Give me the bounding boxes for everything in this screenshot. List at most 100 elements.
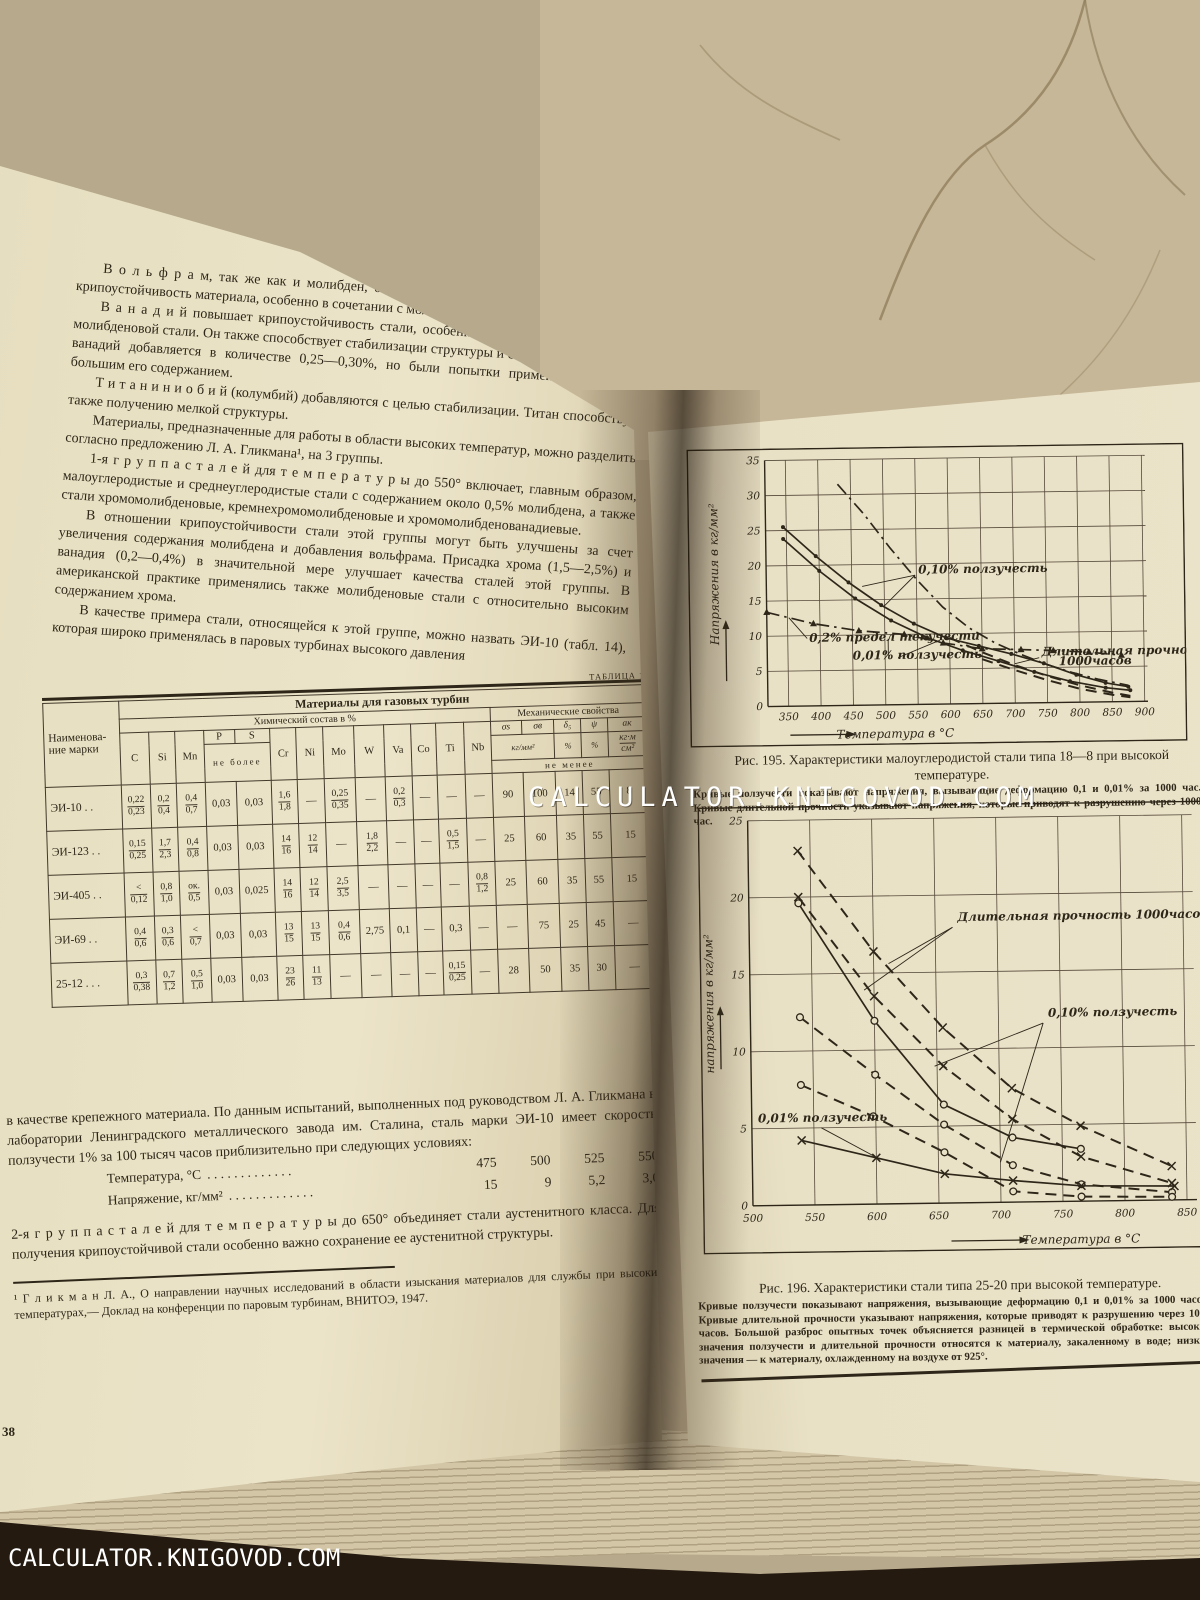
value-cell: 0,4 0,7: [176, 781, 207, 827]
value-cell: —: [470, 948, 499, 994]
col-header-Ti: Ti: [435, 721, 466, 775]
watermark-center: CALCULATOR.KNIGOVOD.COM: [528, 782, 1040, 813]
value-cell: 14 16: [273, 866, 302, 912]
value-cell: 0,3: [440, 905, 471, 951]
grade-name: ЭИ-123 . .: [46, 828, 124, 875]
value-cell: 0,03: [209, 912, 242, 958]
value-cell: —: [465, 772, 494, 818]
value-cell: 2,5 3,5: [326, 865, 359, 911]
value-cell: 0,3 0,38: [126, 959, 157, 1005]
value-cell: —: [439, 861, 470, 907]
col-header-Nb: Nb: [463, 720, 493, 774]
value-cell: 0,03: [241, 955, 278, 1001]
footnote: ¹ Г л и к м а н Л. А., О направлении нау…: [13, 1264, 664, 1322]
col-header-mech: σв: [521, 718, 555, 734]
unit-percent: %: [554, 732, 582, 758]
value-cell: —: [436, 773, 467, 819]
value-cell: 60: [525, 858, 560, 904]
value-cell: ок. 0,5: [179, 869, 210, 915]
value-cell: 0,7 1,2: [155, 958, 184, 1004]
value-cell: 55: [584, 857, 613, 903]
value-cell: 0,8 1,2: [468, 860, 497, 906]
unit-percent: %: [580, 731, 609, 758]
value-cell: <0,12: [123, 871, 154, 917]
value-cell: —: [325, 821, 358, 867]
value-cell: 0,1: [389, 907, 418, 953]
value-cell: 0,22 0,23: [121, 783, 152, 829]
value-cell: 55: [583, 813, 612, 859]
col-header-Cr: Cr: [269, 727, 298, 780]
col-header-Mo: Mo: [322, 725, 355, 779]
value-cell: 0,03: [210, 956, 243, 1002]
value-cell: 0,25 0,35: [323, 777, 357, 823]
watermark-bottom: CALCULATOR.KNIGOVOD.COM: [8, 1544, 341, 1572]
value-cell: 13 15: [301, 910, 330, 955]
value-cell: —: [357, 864, 390, 910]
value-cell: 35: [561, 945, 590, 991]
page-number: 38: [2, 1424, 15, 1439]
value-cell: —: [496, 903, 529, 949]
value-cell: 28: [497, 947, 530, 993]
value-cell: 15: [610, 811, 651, 858]
value-cell: —: [416, 906, 443, 952]
value-cell: 12 14: [300, 866, 329, 911]
col-header-Mn: Mn: [174, 729, 206, 783]
value-cell: —: [413, 818, 440, 864]
grade-name: ЭИ-405 . .: [48, 872, 126, 919]
value-cell: 0,025: [238, 867, 275, 913]
grade-name: ЭИ-69 . .: [49, 916, 127, 963]
value-cell: 0,5 1,0: [181, 957, 213, 1003]
value-cell: 0,03: [235, 779, 273, 825]
condition-label: Напряжение, кг/мм²: [107, 1188, 224, 1208]
value-cell: 0,4 0,6: [328, 909, 361, 955]
subheader-not-more: не более: [203, 741, 271, 782]
value-cell: 12 14: [298, 822, 327, 867]
value-cell: 1,7 2,3: [151, 826, 180, 872]
value-cell: 75: [526, 902, 562, 948]
value-cell: 0,2 0,4: [149, 782, 178, 828]
value-cell: —: [414, 862, 441, 908]
col-header-mech: aк: [607, 716, 647, 732]
value-cell: <0,7: [180, 913, 211, 959]
value-cell: 35: [558, 858, 587, 903]
marble-wall: [540, 0, 1200, 460]
col-header-C: C: [119, 731, 150, 785]
col-header-grade-name: Наименова- ние марки: [42, 700, 122, 787]
value-cell: 30: [587, 945, 616, 990]
left-page-lower-text: в качестве крепежного материала. По данн…: [6, 1085, 664, 1323]
value-cell: —: [297, 778, 326, 823]
value-cell: —: [417, 950, 444, 996]
value-cell: 13 15: [274, 910, 303, 956]
col-header-Ni: Ni: [295, 726, 324, 780]
value-cell: 45: [586, 901, 615, 946]
materials-table-grid: Наименова- ние марки Материалы для газовы…: [42, 683, 656, 1008]
col-header-mech: δ₅: [553, 718, 581, 733]
value-cell: —: [354, 776, 387, 822]
value-cell: —: [390, 951, 420, 997]
value-cell: 0,4 0,8: [177, 825, 208, 871]
value-cell: 25: [493, 815, 526, 861]
col-header-Va: Va: [383, 723, 413, 777]
grade-name: 25-12 . . .: [50, 960, 129, 1007]
col-header-W: W: [353, 724, 386, 778]
grade-name: ЭИ-10 . .: [45, 784, 123, 831]
value-cell: 0,03: [205, 780, 238, 826]
value-cell: 0,2 0,3: [385, 775, 414, 821]
value-cell: —: [360, 952, 393, 998]
value-cell: 11 13: [302, 954, 331, 999]
value-cell: 14 16: [272, 822, 301, 868]
col-header-mech: σs: [490, 719, 522, 735]
col-header-mech: ψ: [580, 717, 608, 733]
value-cell: 0,03: [206, 824, 239, 870]
value-cell: 25: [559, 902, 588, 947]
value-cell: 0,03: [237, 823, 274, 869]
col-header-S: S: [234, 727, 270, 743]
value-cell: 90: [492, 771, 525, 817]
unit-kgm-cm2: кг·м см²: [607, 730, 648, 757]
col-header-Co: Co: [410, 722, 437, 776]
value-cell: 2,75: [358, 908, 391, 954]
value-cell: —: [388, 863, 417, 909]
value-cell: 60: [524, 814, 559, 860]
value-cell: 0,8 1,0: [152, 870, 181, 916]
